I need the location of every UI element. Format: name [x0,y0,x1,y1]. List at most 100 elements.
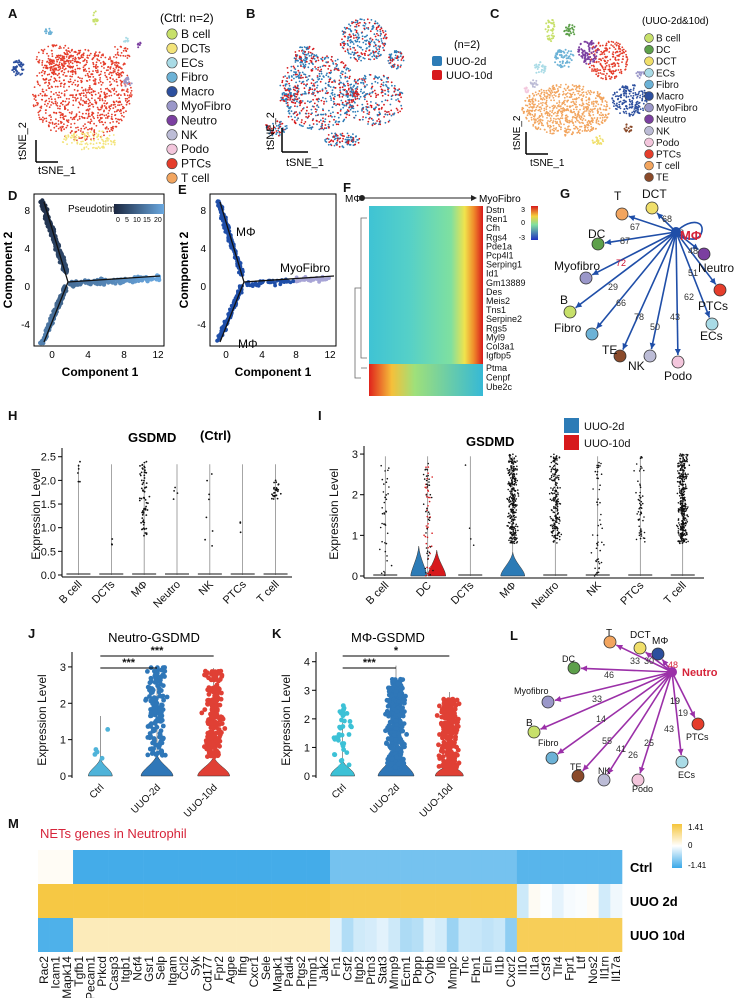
cell-point [523,87,526,90]
cell-point [312,79,315,82]
cell-point [294,61,297,63]
cell-point [560,84,562,86]
cell-point [58,76,61,79]
cell-point [595,102,598,104]
cell-point [110,60,113,63]
cell-point [44,94,47,97]
cell-point [110,116,113,118]
cell-point [285,102,288,105]
cell-point [539,128,542,131]
cell-point [59,96,62,99]
cell-point [579,43,582,46]
cell-point [63,138,65,141]
cell-point [297,69,300,72]
cell-point [297,59,299,62]
cell-point [281,122,284,125]
cell-point [617,45,620,47]
cell-point [547,120,549,122]
cell-point [60,70,63,73]
cell-point [63,68,66,71]
cell-point [561,93,564,96]
cell-point [343,118,346,121]
cell-point [366,112,369,115]
cell-point [333,68,336,71]
cell-point [554,120,557,123]
cell-point [33,105,35,108]
cell-point [305,109,308,112]
cell-point [577,92,580,95]
cell-point [85,94,87,96]
cell-point [100,56,102,59]
cell-point [94,66,97,68]
cell-point [64,115,67,117]
cell-point [583,49,586,52]
cell-point [362,57,365,59]
cell-point [563,51,566,54]
cell-point [599,72,602,74]
cell-point [600,142,603,145]
cell-point [316,104,318,107]
cell-point [107,65,110,68]
cell-point [379,28,382,31]
cell-point [329,143,332,146]
cell-point [549,132,552,135]
cell-point [293,99,296,102]
cell-point [111,129,114,132]
cell-point [572,124,575,127]
cell-point [377,55,380,58]
cell-point [54,79,57,82]
cell-point [69,94,72,97]
cell-point [350,30,353,32]
cell-point [288,90,291,92]
cell-point [571,104,574,107]
cell-point [71,83,74,86]
cell-point [333,144,336,147]
cell-point [94,82,97,84]
cell-point [328,120,331,123]
cell-point [592,70,595,72]
cell-point [358,41,361,43]
cell-point [51,44,54,47]
cell-point [88,85,91,87]
cell-point [76,67,79,70]
cell-point [265,126,268,129]
cell-point [101,117,103,119]
cell-point [120,103,123,106]
cell-point [324,56,327,59]
cell-point [334,95,336,98]
cell-point [389,54,392,57]
cell-point [361,48,364,51]
cell-point [541,65,544,68]
cell-point [332,100,335,103]
cell-point [544,95,546,98]
legend-swatch [644,79,654,90]
cell-point [609,58,612,61]
cell-point [636,111,639,114]
cell-point [580,104,583,107]
cell-point [103,93,106,95]
cell-point [617,58,620,61]
cell-point [68,101,70,104]
cell-point [573,85,576,87]
cell-point [82,140,84,143]
cell-point [88,108,91,110]
cell-point [312,123,315,125]
cell-point [364,81,366,83]
cell-point [395,57,398,60]
cell-point [630,95,632,97]
cell-point [630,129,633,132]
cell-point [356,40,359,43]
cell-point [547,93,550,96]
cell-point [630,106,633,109]
cell-point [578,46,581,49]
cell-point [385,36,388,39]
cell-point [296,105,299,108]
cell-point [625,107,628,110]
cell-point [352,100,355,102]
cell-point [92,112,95,115]
legend-label-uuo2d: UUO-2d [446,56,486,68]
cell-point [107,139,109,142]
cell-point [579,108,581,111]
cell-point [316,75,319,77]
cell-point [125,103,128,106]
